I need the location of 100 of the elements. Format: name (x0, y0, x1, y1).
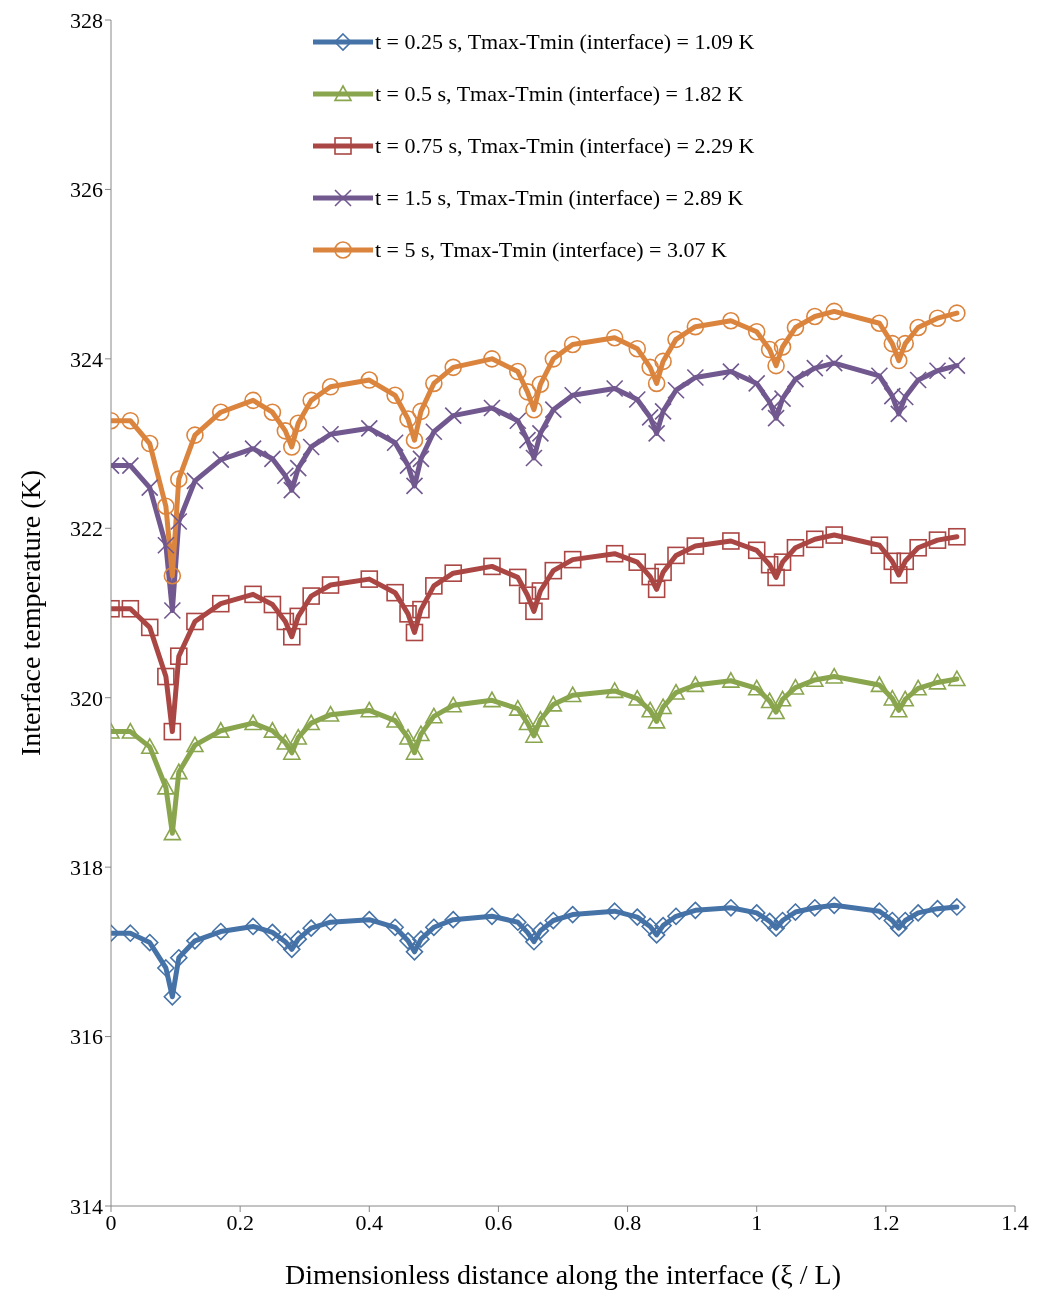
point (531, 582, 550, 600)
point (531, 921, 550, 940)
point (531, 375, 550, 394)
point (544, 561, 563, 580)
point (883, 387, 902, 405)
point (302, 587, 320, 605)
point (825, 354, 843, 372)
point (722, 311, 740, 330)
point (211, 922, 230, 941)
point (654, 563, 672, 582)
x-tick-label: 0 (105, 1209, 117, 1235)
point (386, 583, 404, 602)
point (244, 917, 262, 936)
point (211, 450, 230, 469)
point (806, 530, 824, 549)
point (483, 399, 501, 417)
point (140, 933, 159, 952)
point (283, 438, 301, 456)
point (283, 940, 301, 959)
point (157, 778, 175, 795)
x-tick-label: 0.2 (226, 1209, 254, 1235)
point (399, 410, 417, 428)
point (563, 905, 582, 924)
point (870, 676, 889, 693)
point (896, 690, 915, 707)
y-tick-label: 328 (70, 7, 103, 33)
point (302, 919, 320, 937)
point (444, 358, 463, 377)
point (425, 577, 443, 595)
point (163, 601, 182, 620)
point (121, 456, 140, 475)
point (628, 689, 647, 706)
point (654, 402, 672, 421)
point (825, 896, 843, 915)
point (896, 334, 915, 353)
point (157, 536, 175, 555)
y-axis-title: Interface temperature (K) (14, 469, 46, 757)
point (641, 358, 659, 377)
point (244, 439, 262, 458)
point (289, 930, 308, 948)
legend-label: t = 5 s, Tmax-Tmin (interface) = 3.07 K (375, 236, 727, 264)
point (289, 607, 308, 626)
point (321, 378, 340, 396)
point (806, 307, 824, 326)
point (928, 899, 947, 918)
point (412, 402, 430, 421)
point (825, 526, 843, 544)
point (509, 568, 527, 587)
point (412, 930, 430, 948)
point (121, 722, 140, 739)
point (686, 901, 705, 920)
point (140, 478, 159, 497)
point (170, 470, 188, 488)
point (544, 695, 563, 712)
x-tick-label: 0.4 (355, 1209, 384, 1235)
point (518, 923, 537, 942)
point (747, 541, 766, 560)
y-tick-label: 314 (70, 1193, 103, 1219)
point (140, 618, 159, 637)
point (170, 763, 188, 780)
point (747, 374, 766, 393)
y-tick-label: 318 (70, 854, 103, 880)
point (412, 725, 430, 742)
point (563, 686, 582, 703)
point (760, 912, 779, 931)
point (121, 924, 140, 943)
point (518, 714, 537, 731)
point (896, 911, 915, 930)
point (647, 712, 666, 729)
point (518, 383, 537, 401)
point (186, 426, 204, 444)
point (360, 910, 379, 929)
point (806, 899, 824, 917)
point (170, 512, 188, 531)
legend-label: t = 0.25 s, Tmax-Tmin (interface) = 1.09 K (375, 28, 755, 56)
point (948, 356, 966, 375)
point (544, 350, 563, 368)
point (263, 721, 282, 738)
point (628, 908, 647, 926)
point (889, 701, 908, 718)
point (211, 594, 230, 613)
point (654, 352, 672, 371)
point (686, 537, 705, 555)
point (605, 902, 624, 920)
point (302, 391, 320, 410)
point (767, 703, 785, 720)
x-tick-label: 1.2 (872, 1209, 900, 1235)
point (289, 728, 308, 745)
point (948, 670, 966, 687)
point (386, 918, 404, 937)
point (786, 678, 805, 695)
point (483, 557, 501, 576)
point (263, 923, 282, 942)
x-tick-label: 0.8 (613, 1209, 642, 1235)
point (773, 338, 792, 356)
point (425, 374, 443, 393)
point (760, 393, 779, 411)
point (360, 419, 379, 438)
point (509, 913, 527, 932)
point (767, 409, 785, 427)
